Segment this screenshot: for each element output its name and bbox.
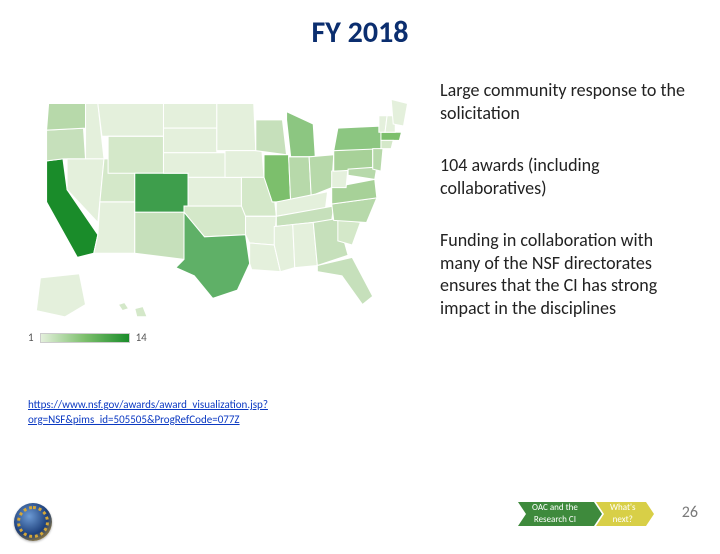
arrow-next: What's next? [596,502,654,526]
legend-max: 14 [136,331,147,344]
state-montana [98,103,164,136]
state-arkansas [246,216,277,245]
state-colorado [135,173,188,212]
page-title: FY 2018 [0,14,720,51]
state-connecticut [381,140,393,148]
state-oregon [47,128,86,161]
arrow-oac: OAC and the Research CI [518,502,602,526]
right-column: Large community response to the solicita… [440,79,710,428]
state-ohio [309,155,334,196]
state-massachusetts [381,132,402,140]
content-row: 1 14 https://www.nsf.gov/awards/award_vi… [0,79,720,428]
us-choropleth-map [24,79,424,329]
state-alaska [36,274,85,317]
legend-min: 1 [28,331,34,344]
state-north-dakota [163,103,216,128]
map-legend: 1 14 [28,331,440,344]
source-link[interactable]: https://www.nsf.gov/awards/award_visuali… [28,398,408,428]
state-nebraska [163,153,225,178]
state-arizona [94,202,135,253]
footer: OAC and the Research CI What's next? 26 [0,500,720,544]
state-maine [391,99,407,126]
state-south-dakota [163,128,216,153]
state-hawaii [118,302,147,316]
state-florida [317,257,372,304]
state-new-jersey [373,149,383,172]
footer-arrows: OAC and the Research CI What's next? [524,502,654,526]
left-column: 1 14 https://www.nsf.gov/awards/award_vi… [0,79,440,428]
state-iowa [225,151,264,178]
state-michigan [287,112,316,157]
state-wisconsin [256,120,287,155]
page-number: 26 [682,503,698,522]
legend-gradient-bar [40,333,130,343]
bullet-1: Large community response to the solicita… [440,79,688,124]
state-wyoming [108,136,163,173]
state-new-mexico [135,212,184,259]
state-kansas [188,177,241,206]
nsf-logo-icon [14,503,52,541]
bullet-2: 104 awards (including collaboratives) [440,154,688,199]
bullet-3: Funding in collaboration with many of th… [440,229,688,319]
state-washington [47,103,86,130]
state-minnesota [217,103,256,150]
state-new-york [334,126,385,151]
